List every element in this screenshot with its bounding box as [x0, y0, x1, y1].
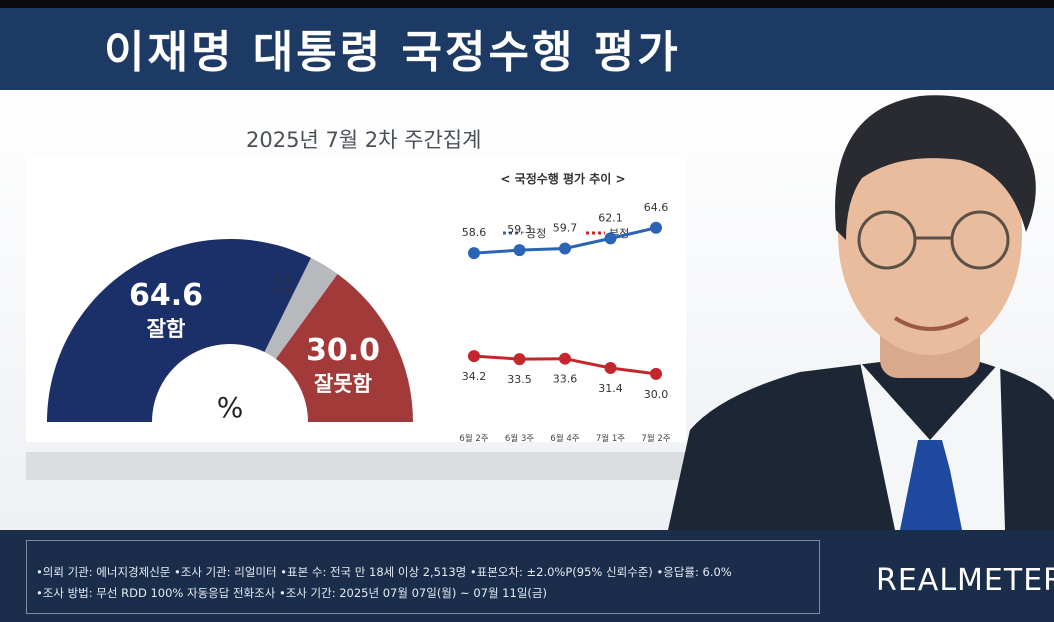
data-label: 59.3 [507, 223, 532, 236]
data-label: 33.5 [507, 373, 532, 386]
x-tick-label: 7월 2주 [641, 433, 670, 444]
data-point [604, 361, 617, 374]
trend-chart-title: < 국정수행 평가 추이 > [500, 171, 625, 186]
line-layer: 58.6 59.3 59.7 62.1 64.6 34.2 33.5 33.6 31.4 30.0… [459, 201, 670, 444]
portrait-smile [893, 316, 970, 331]
legend-positive-label: 긍정 [526, 227, 546, 240]
survey-info-line-1: •의뢰 기관: 에너지경제신문 •조사 기관: 리얼미터 •표본 수: 전국 만… [36, 565, 732, 579]
data-point [559, 242, 571, 255]
top-strip [0, 0, 1054, 8]
data-point [513, 244, 526, 257]
x-tick-label: 6월 3주 [505, 433, 534, 444]
survey-period-subtitle: 2025년 7월 2차 주간집계 [246, 128, 482, 152]
portrait-glasses-left [857, 210, 917, 270]
data-point [468, 247, 480, 260]
data-label: 59.7 [553, 221, 578, 234]
data-point [559, 352, 571, 365]
footer-bar [0, 530, 1054, 622]
data-label: 34.2 [462, 370, 487, 383]
data-label: 64.6 [644, 201, 669, 214]
negative-value-label: 30.0 [306, 333, 380, 368]
data-label: 30.0 [644, 388, 669, 401]
header-bar [0, 8, 1054, 90]
unknown-value-label: 5.4 [274, 273, 292, 286]
x-tick-label: 6월 2주 [459, 433, 488, 444]
realmeter-logo: REALMETER [876, 563, 1054, 598]
x-tick-label: 6월 4주 [550, 433, 579, 444]
portrait-face [838, 115, 1022, 355]
page-title: 이재명 대통령 국정수행 평가 [104, 27, 681, 78]
data-point [468, 350, 480, 363]
positive-value-label: 64.6 [129, 278, 203, 313]
slice-positive [47, 239, 312, 422]
data-point [650, 367, 662, 380]
chart-panel-base [26, 452, 686, 480]
x-tick-label: 7월 1주 [596, 433, 625, 444]
data-label: 62.1 [598, 211, 623, 224]
data-point [650, 221, 662, 234]
portrait-hair [835, 95, 1036, 241]
data-label: 33.6 [553, 373, 578, 386]
slice-negative [275, 273, 413, 422]
survey-info-box [26, 540, 820, 614]
data-point [513, 353, 526, 366]
portrait-glasses-right [950, 210, 1010, 270]
data-label: 58.6 [462, 226, 487, 239]
slice-unknown [264, 257, 338, 359]
survey-info-line-2: •조사 방법: 무선 RDD 100% 자동응답 전화조사 •조사 기간: 20… [36, 586, 547, 600]
negative-category-label: 잘못함 [314, 372, 372, 396]
data-point [604, 232, 617, 245]
percent-unit-label: % [217, 391, 244, 424]
data-label: 31.4 [598, 382, 623, 395]
portrait-tie [900, 440, 962, 530]
positive-category-label: 잘함 [147, 317, 186, 341]
unknown-category-label: 잘 모름 [274, 287, 293, 295]
